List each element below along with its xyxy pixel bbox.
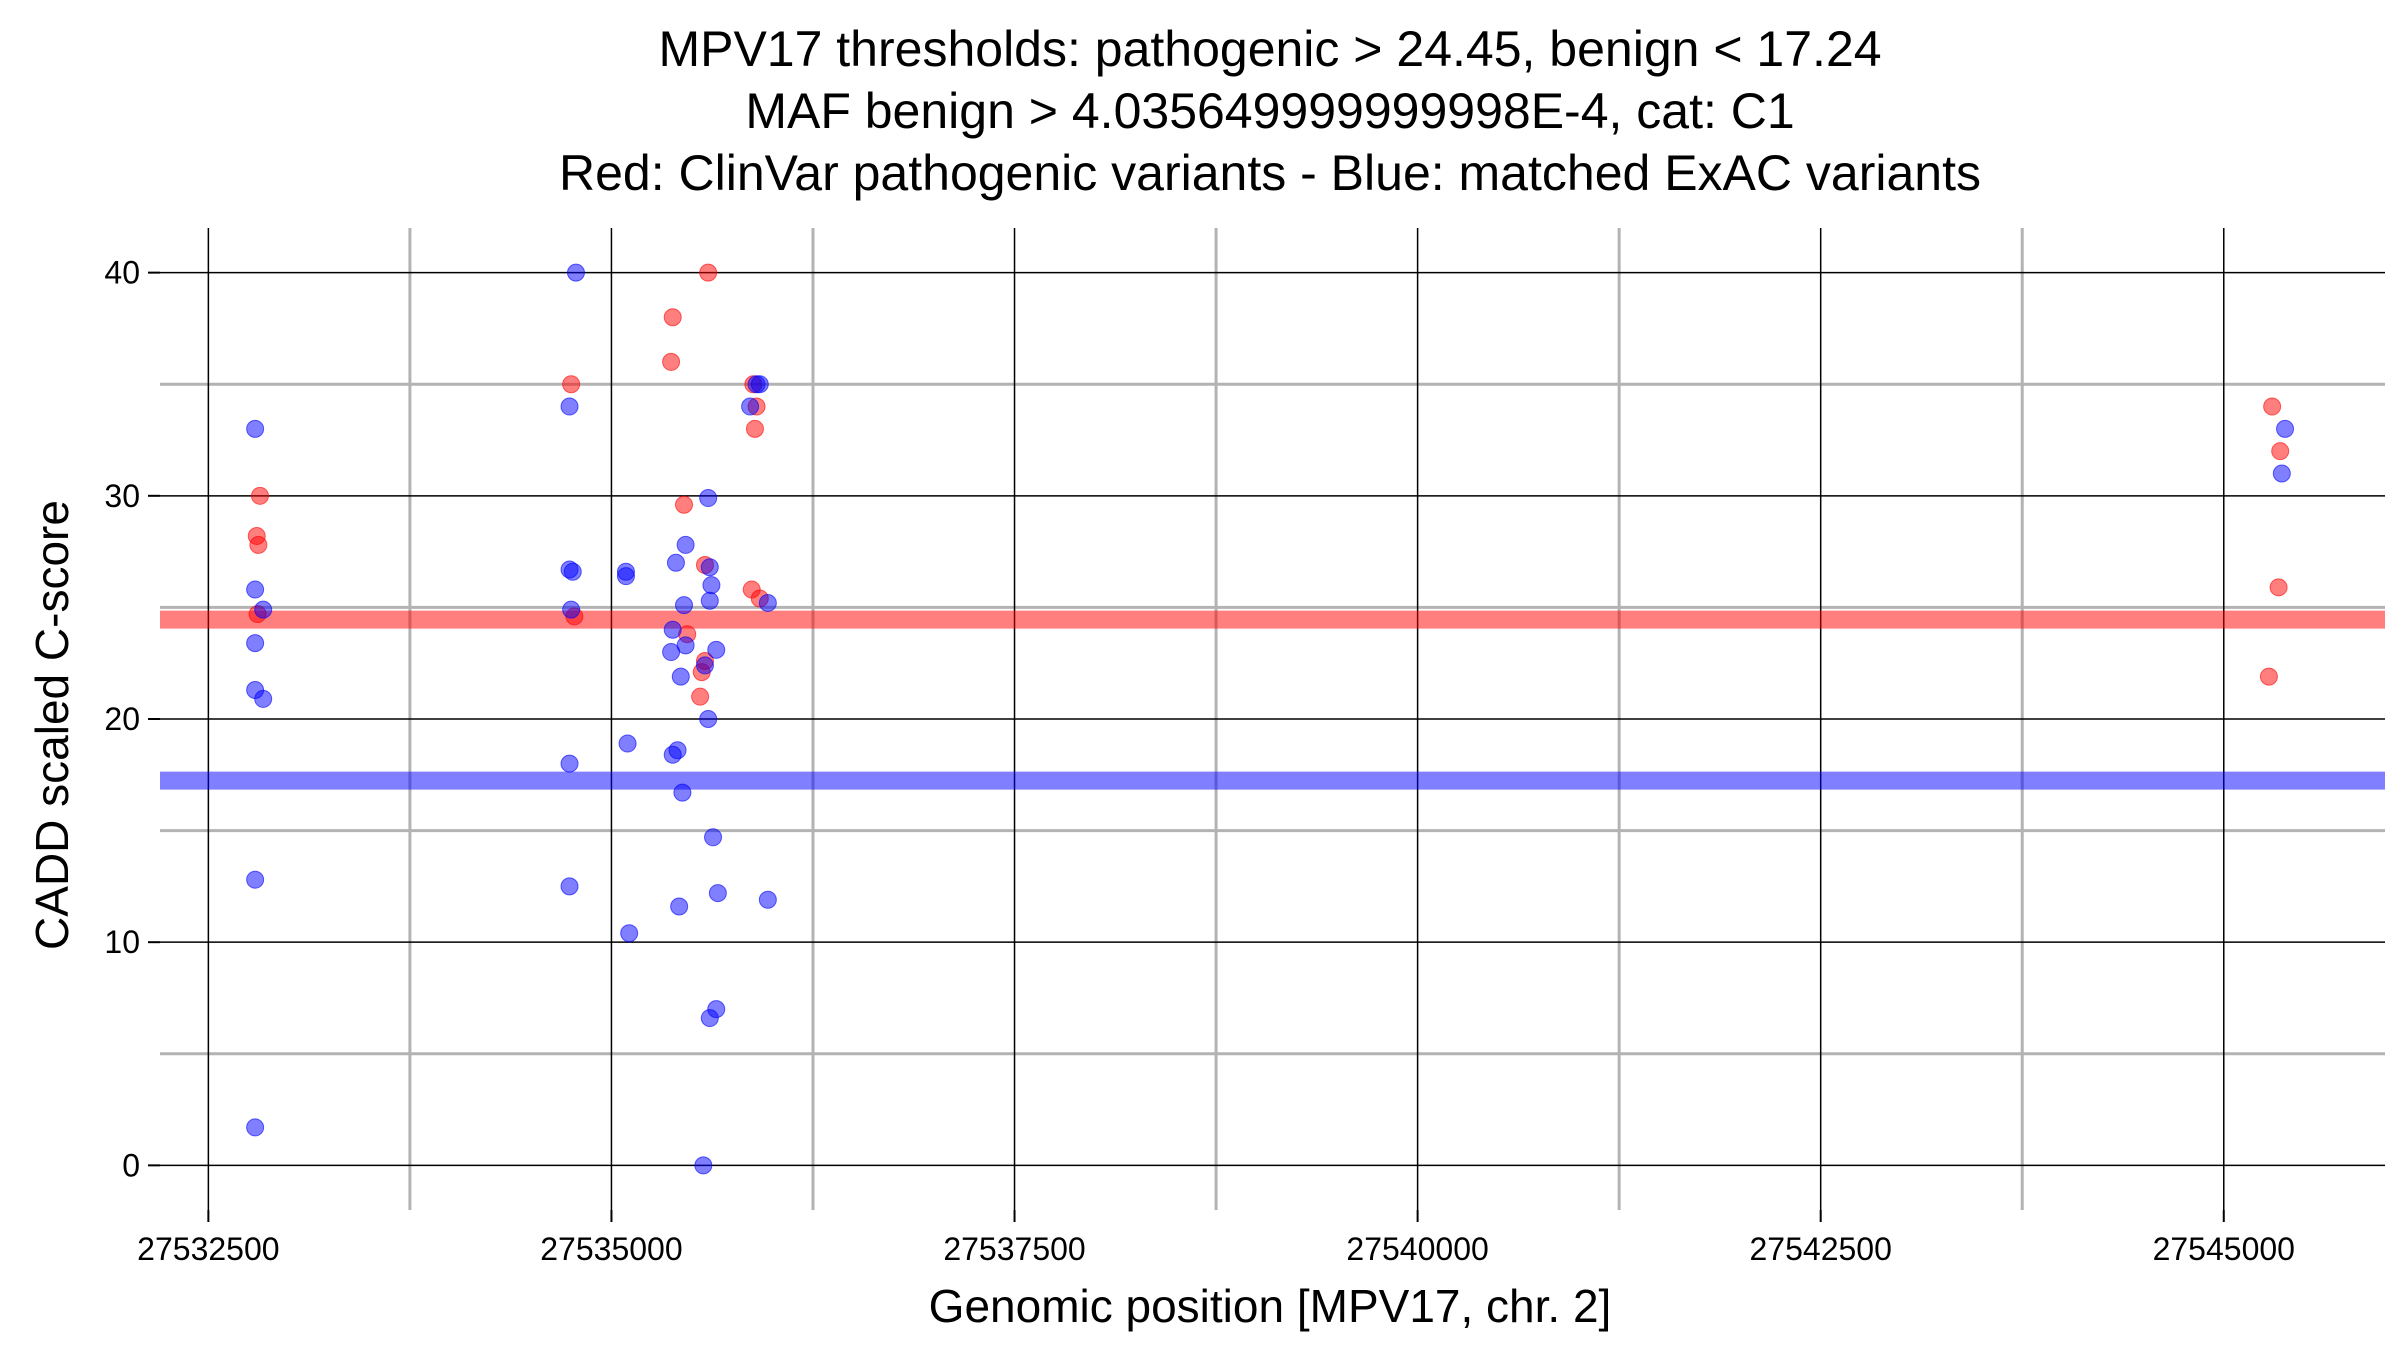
- title-line-1: MPV17 thresholds: pathogenic > 24.45, be…: [658, 21, 1881, 77]
- exac-variant-point: [562, 600, 581, 619]
- exac-variant-point: [670, 897, 689, 916]
- clinvar-pathogenic-point: [249, 535, 268, 554]
- exac-variant-point: [694, 1156, 713, 1175]
- exac-variant-point: [700, 1009, 719, 1028]
- x-tick-label: 27542500: [1750, 1231, 1892, 1267]
- x-tick-label: 27545000: [2153, 1231, 2295, 1267]
- chart-title: MPV17 thresholds: pathogenic > 24.45, be…: [559, 21, 1981, 201]
- exac-variant-point: [700, 591, 719, 610]
- x-tick-label: 27540000: [1346, 1231, 1488, 1267]
- exac-variant-point: [699, 489, 718, 508]
- clinvar-pathogenic-point: [2271, 442, 2290, 461]
- clinvar-pathogenic-point: [745, 419, 764, 438]
- y-tick-label: 30: [104, 478, 140, 514]
- exac-variant-point: [2272, 464, 2291, 483]
- exac-variant-point: [666, 553, 685, 572]
- exac-variant-point: [246, 419, 265, 438]
- exac-variant-point: [671, 667, 690, 686]
- y-tick-label: 40: [104, 255, 140, 291]
- exac-variant-point: [246, 634, 265, 653]
- clinvar-pathogenic-point: [250, 486, 269, 505]
- clinvar-pathogenic-point: [699, 263, 718, 282]
- exac-variant-point: [700, 558, 719, 577]
- y-tick-label: 20: [104, 701, 140, 737]
- clinvar-pathogenic-point: [562, 375, 581, 394]
- exac-variant-point: [663, 620, 682, 639]
- exac-variant-point: [566, 263, 585, 282]
- x-tick-label: 27537500: [943, 1231, 1085, 1267]
- exac-variant-point: [563, 562, 582, 581]
- exac-variant-point: [560, 397, 579, 416]
- exac-variant-point: [616, 567, 635, 586]
- exac-variant-point: [620, 924, 639, 943]
- title-line-3: Red: ClinVar pathogenic variants - Blue:…: [559, 145, 1981, 201]
- exac-variant-point: [560, 877, 579, 896]
- x-tick-label: 27535000: [540, 1231, 682, 1267]
- x-axis-title: Genomic position [MPV17, chr. 2]: [929, 1280, 1612, 1332]
- exac-variant-point: [699, 710, 718, 728]
- exac-variant-point: [758, 593, 777, 612]
- exac-variant-point: [695, 656, 714, 675]
- y-tick-label: 0: [122, 1147, 140, 1183]
- clinvar-pathogenic-point: [2259, 667, 2278, 686]
- exac-variant-point: [618, 734, 637, 753]
- clinvar-pathogenic-point: [662, 352, 681, 371]
- exac-variant-point: [246, 580, 265, 599]
- threshold-bands: [160, 610, 2385, 790]
- exac-variant-point: [668, 741, 687, 760]
- title-line-2: MAF benign > 4.035649999999998E-4, cat: …: [745, 83, 1794, 139]
- exac-variant-point: [254, 689, 273, 708]
- exac-variant-point: [676, 535, 695, 554]
- exac-variant-point: [246, 1118, 265, 1137]
- exac-variant-point: [741, 397, 760, 416]
- exac-variant-point: [254, 600, 273, 619]
- exac-variant-point: [246, 870, 265, 889]
- exac-variant-point: [708, 884, 727, 903]
- exac-variant-point: [750, 375, 769, 394]
- exac-variant-point: [758, 890, 777, 909]
- exac-variant-point: [675, 596, 694, 615]
- axes: 27532500 27535000 27537500 27540000 27542500…: [104, 255, 2295, 1267]
- exac-variant-point: [704, 828, 723, 847]
- major-gridlines: [160, 228, 2385, 1210]
- exac-variant-point: [702, 576, 721, 595]
- x-tick-label: 27532500: [137, 1231, 279, 1267]
- exac-variant-point: [676, 636, 695, 655]
- clinvar-pathogenic-point: [2263, 397, 2282, 416]
- data-points: [246, 263, 2295, 1175]
- exac-variant-point: [707, 640, 726, 659]
- y-axis-title: CADD scaled C-score: [26, 500, 78, 950]
- clinvar-pathogenic-point: [2269, 578, 2288, 597]
- exac-variant-point: [2276, 419, 2295, 438]
- clinvar-pathogenic-point: [691, 687, 710, 706]
- y-tick-label: 10: [104, 924, 140, 960]
- clinvar-pathogenic-point: [663, 308, 682, 327]
- clinvar-pathogenic-point: [675, 495, 694, 514]
- exac-variant-point: [673, 783, 692, 802]
- exac-variant-point: [560, 754, 579, 773]
